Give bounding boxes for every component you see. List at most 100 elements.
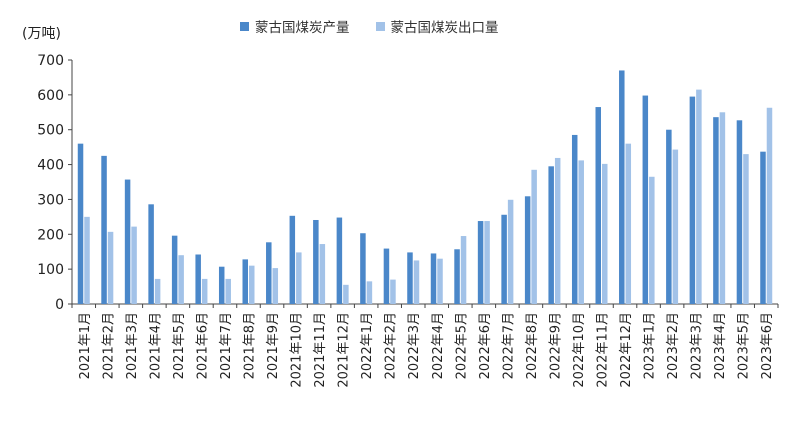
y-tick-label: 200 — [37, 227, 64, 243]
legend-swatch-production — [240, 21, 249, 31]
bar-production — [666, 129, 672, 304]
x-tick-label: 2022年8月 — [525, 312, 540, 379]
x-tick-label: 2022年2月 — [384, 312, 399, 379]
y-tick-label: 0 — [55, 297, 64, 313]
x-tick-label: 2022年9月 — [548, 312, 563, 379]
bar-production — [713, 117, 719, 304]
bar-production — [571, 134, 578, 304]
x-tick-label: 2022年1月 — [360, 312, 375, 379]
bar-production — [242, 259, 248, 304]
x-tick-label: 2023年4月 — [713, 312, 728, 379]
bar-production — [760, 151, 766, 304]
bar-export — [201, 278, 208, 304]
x-tick-label: 2021年12月 — [337, 312, 352, 388]
bar-production — [548, 166, 554, 304]
y-tick-label: 100 — [37, 262, 64, 278]
chart-legend: 蒙古国煤炭产量 蒙古国煤炭出口量 — [240, 16, 499, 36]
x-tick-label: 2021年6月 — [195, 312, 210, 379]
bar-export — [625, 143, 632, 304]
bar-export — [225, 278, 231, 304]
x-tick-label: 2023年1月 — [643, 312, 658, 379]
x-tick-label: 2022年12月 — [619, 312, 634, 388]
y-axis-unit-label: (万吨) — [22, 26, 61, 42]
bar-export — [766, 107, 773, 304]
legend-label-export: 蒙古国煤炭出口量 — [390, 20, 499, 36]
bar-export — [437, 258, 443, 304]
bar-export — [578, 160, 584, 304]
bar-export — [696, 89, 702, 304]
x-tick-label: 2021年9月 — [266, 312, 281, 379]
x-tick-label: 2023年6月 — [760, 312, 775, 379]
x-tick-label: 2023年3月 — [690, 312, 705, 379]
bar-export — [319, 244, 326, 304]
bar-production — [501, 214, 507, 304]
x-tick-label: 2023年2月 — [666, 312, 681, 379]
bar-export — [554, 157, 561, 304]
x-tick-label: 2022年4月 — [431, 312, 446, 379]
bar-production — [336, 217, 343, 304]
x-tick-label: 2021年8月 — [243, 312, 258, 379]
bar-production — [595, 107, 601, 304]
y-tick-label: 500 — [37, 123, 64, 139]
bar-production — [454, 249, 460, 304]
bar-production — [195, 254, 201, 304]
x-tick-label: 2022年3月 — [407, 312, 422, 379]
bar-export — [366, 281, 373, 304]
bar-export — [272, 268, 279, 304]
x-tick-label: 2021年1月 — [78, 312, 93, 379]
x-tick-label: 2022年5月 — [454, 312, 469, 379]
bar-production — [313, 219, 319, 304]
legend-swatch-export — [375, 21, 385, 31]
bar-export — [343, 284, 349, 304]
bar-production — [689, 96, 696, 304]
bar-export — [249, 265, 255, 304]
x-tick-label: 2022年7月 — [501, 312, 516, 379]
bar-production — [383, 248, 390, 304]
bar-production — [289, 215, 296, 304]
bar-production — [360, 233, 366, 304]
bar-export — [649, 176, 655, 304]
bar-production — [736, 120, 743, 304]
bar-export — [84, 216, 90, 304]
x-tick-label: 2021年4月 — [148, 312, 163, 379]
bar-production — [407, 252, 413, 304]
bar-production — [477, 221, 484, 304]
bar-export — [390, 279, 396, 304]
y-tick-label: 700 — [37, 53, 64, 69]
bar-export — [743, 154, 749, 304]
bar-export — [672, 149, 679, 304]
bar-production — [266, 242, 272, 304]
x-tick-label: 2022年10月 — [572, 312, 587, 388]
bar-export — [719, 112, 726, 305]
x-tick-label: 2022年11月 — [596, 312, 611, 388]
x-tick-label: 2021年11月 — [313, 312, 328, 388]
x-tick-label: 2021年3月 — [125, 312, 140, 379]
bar-export — [107, 231, 114, 304]
legend-label-production: 蒙古国煤炭产量 — [255, 20, 350, 36]
bar-export — [413, 260, 420, 304]
y-tick-label: 400 — [37, 158, 64, 174]
x-tick-label: 2021年7月 — [219, 312, 234, 379]
bar-export — [131, 226, 137, 304]
bar-export — [484, 221, 490, 304]
bar-export — [507, 199, 514, 304]
bar-production — [77, 143, 84, 304]
bar-production — [430, 253, 437, 304]
bar-export — [154, 278, 161, 304]
x-tick-label: 2023年5月 — [737, 312, 752, 379]
x-tick-label: 2021年10月 — [290, 312, 305, 388]
bar-production — [524, 196, 531, 304]
bar-export — [296, 252, 302, 304]
bar-production — [171, 235, 178, 304]
legend-item-export: 蒙古国煤炭出口量 — [375, 16, 499, 36]
y-tick-label: 600 — [37, 88, 64, 104]
bar-production — [148, 204, 154, 304]
bar-production — [218, 266, 225, 304]
bar-production — [101, 155, 107, 304]
bar-export — [602, 163, 608, 304]
bar-export — [531, 169, 537, 304]
y-tick-label: 300 — [37, 192, 64, 208]
legend-item-production: 蒙古国煤炭产量 — [240, 16, 350, 36]
bar-export — [178, 255, 184, 304]
